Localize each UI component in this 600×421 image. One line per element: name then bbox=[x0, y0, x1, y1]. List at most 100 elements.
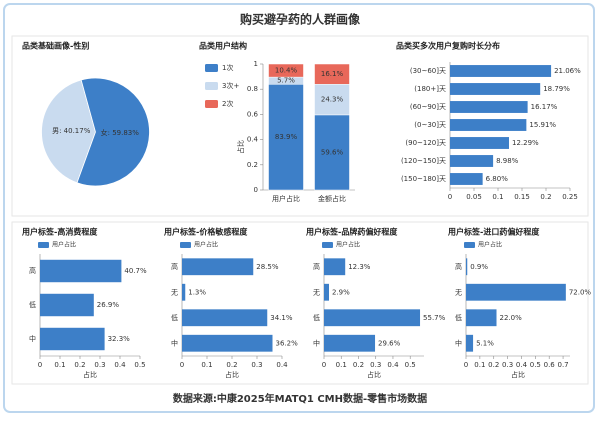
bar bbox=[466, 283, 566, 301]
y-tick-label: 1 bbox=[254, 60, 258, 68]
x-tick-label: 0.4 bbox=[114, 361, 126, 369]
value-label: 5.1% bbox=[476, 339, 494, 347]
x-tick-label: 0.5 bbox=[134, 361, 145, 369]
value-label: 18.79% bbox=[543, 85, 570, 93]
x-tick-label: 0.1 bbox=[336, 361, 347, 369]
segment-label: 83.9% bbox=[275, 133, 298, 141]
y-tick-label: (150~180]天 bbox=[401, 175, 446, 183]
legend-swatch bbox=[205, 100, 218, 108]
legend-label: 2次 bbox=[222, 99, 233, 108]
y-tick-label: 中 bbox=[171, 338, 178, 347]
y-tick-label: 0.6 bbox=[247, 110, 259, 118]
x-tick-label: 0 bbox=[322, 361, 326, 369]
page-title: 购买避孕药的人群画像 bbox=[240, 12, 361, 27]
segment-label: 24.3% bbox=[321, 96, 344, 104]
bar bbox=[450, 173, 483, 185]
bar bbox=[182, 283, 186, 301]
x-tick-label: 金额占比 bbox=[318, 194, 346, 203]
legend-label: 用户占比 bbox=[478, 241, 502, 249]
pie-slice bbox=[76, 77, 150, 187]
bar-segment bbox=[268, 63, 304, 78]
bar bbox=[324, 309, 421, 327]
pie-slice bbox=[41, 79, 96, 184]
x-tick-label: 0.3 bbox=[370, 361, 381, 369]
chart-title: 品类用户结构 bbox=[199, 41, 247, 51]
y-tick-label: (60~90]天 bbox=[410, 103, 446, 111]
slice-label: 男: 40.17% bbox=[52, 127, 91, 135]
legend-label: 用户占比 bbox=[52, 241, 76, 249]
y-tick-label: (180+]天 bbox=[414, 85, 446, 93]
bar bbox=[40, 293, 94, 317]
y-tick-label: 无 bbox=[313, 288, 320, 296]
bar bbox=[466, 309, 497, 327]
x-tick-label: 0.5 bbox=[405, 361, 416, 369]
chart-title: 用户标签-进口药偏好程度 bbox=[447, 227, 540, 237]
x-tick-label: 0.5 bbox=[530, 361, 541, 369]
segment-label: 10.4% bbox=[275, 67, 298, 75]
source-note: 数据来源:中康2025年MATQ1 CMH数据-零售市场数据 bbox=[173, 392, 427, 405]
x-tick-label: 0.15 bbox=[514, 193, 530, 201]
slice-label: 女: 59.83% bbox=[101, 128, 140, 137]
bar bbox=[182, 258, 254, 276]
value-label: 0.9% bbox=[470, 263, 488, 271]
x-tick-label: 0.2 bbox=[74, 361, 85, 369]
bar bbox=[450, 65, 552, 77]
value-label: 12.29% bbox=[512, 139, 539, 147]
x-tick-label: 0 bbox=[448, 193, 452, 201]
y-tick-label: 中 bbox=[29, 334, 36, 343]
value-label: 8.98% bbox=[496, 157, 519, 165]
legend-swatch bbox=[464, 242, 475, 248]
x-tick-label: 0.3 bbox=[251, 361, 262, 369]
value-label: 29.6% bbox=[378, 339, 401, 347]
y-tick-label: 高 bbox=[455, 262, 462, 271]
legend-label: 用户占比 bbox=[194, 241, 218, 249]
y-tick-label: 低 bbox=[29, 300, 36, 309]
x-tick-label: 0.4 bbox=[516, 361, 528, 369]
legend-swatch bbox=[180, 242, 191, 248]
y-tick-label: (90~120]天 bbox=[405, 139, 446, 147]
y-tick-label: (0~30]天 bbox=[414, 121, 446, 129]
value-label: 28.5% bbox=[256, 263, 279, 271]
x-tick-label: 0 bbox=[38, 361, 42, 369]
y-tick-label: 高 bbox=[313, 262, 320, 271]
legend-swatch bbox=[322, 242, 333, 248]
value-label: 72.0% bbox=[569, 288, 592, 296]
bar-segment bbox=[314, 63, 350, 85]
x-tick-label: 0.2 bbox=[226, 361, 237, 369]
chart-title: 用户标签-高消费程度 bbox=[21, 227, 98, 237]
x-tick-label: 0.7 bbox=[557, 361, 568, 369]
legend-label: 用户占比 bbox=[336, 241, 360, 249]
y-tick-label: 高 bbox=[29, 266, 36, 275]
value-label: 2.9% bbox=[332, 288, 350, 296]
bar bbox=[466, 258, 468, 276]
x-tick-label: 0.3 bbox=[94, 361, 105, 369]
x-tick-label: 0.2 bbox=[540, 193, 551, 201]
value-label: 12.3% bbox=[348, 263, 371, 271]
value-label: 6.80% bbox=[486, 175, 509, 183]
value-label: 15.91% bbox=[529, 121, 556, 129]
value-label: 21.06% bbox=[554, 67, 581, 75]
x-tick-label: 0.05 bbox=[466, 193, 482, 201]
y-tick-label: 中 bbox=[313, 338, 320, 347]
value-label: 26.9% bbox=[97, 301, 120, 309]
legend-swatch bbox=[38, 242, 49, 248]
y-tick-label: 低 bbox=[171, 313, 178, 322]
value-label: 55.7% bbox=[423, 314, 446, 322]
chart-title: 品类基础画像-性别 bbox=[22, 41, 89, 51]
segment-label: 16.1% bbox=[321, 70, 344, 78]
bottom-panel bbox=[11, 221, 589, 385]
frame bbox=[3, 3, 595, 413]
value-label: 34.1% bbox=[270, 314, 293, 322]
y-tick-label: (30~60]天 bbox=[410, 67, 446, 75]
x-tick-label: 0.4 bbox=[387, 361, 399, 369]
x-tick-label: 0.2 bbox=[488, 361, 499, 369]
bar bbox=[324, 334, 376, 352]
y-tick-label: 无 bbox=[455, 288, 462, 296]
bar bbox=[450, 83, 541, 95]
bar bbox=[182, 334, 273, 352]
y-tick-label: 0.2 bbox=[247, 161, 258, 169]
x-axis-label: 占比 bbox=[367, 370, 381, 379]
bar bbox=[450, 119, 527, 131]
